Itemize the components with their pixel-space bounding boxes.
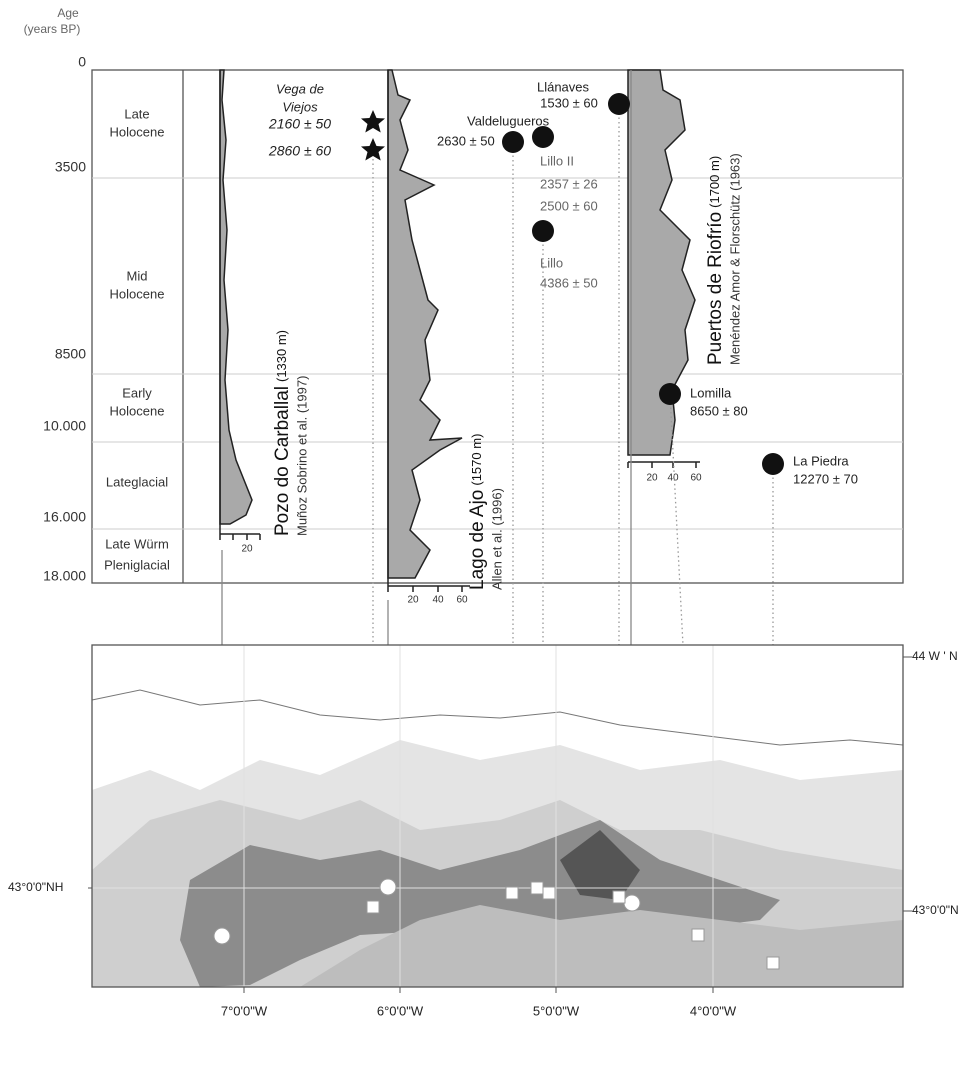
lat-label: 44 W ' N: [912, 649, 958, 663]
record-name: Lago de Ajo (1570 m): [467, 434, 488, 590]
scale-label: 60: [690, 473, 702, 484]
scale-bar: [219, 533, 261, 540]
site-dot: [532, 220, 554, 242]
scale-label: 40: [667, 473, 679, 484]
site-name: Lomilla: [690, 385, 732, 400]
lat-label: 43°0'0"N: [912, 903, 959, 917]
graticule: [92, 645, 903, 987]
period: Holocene: [110, 403, 165, 418]
map: 44 W ' N 43°0'0"NH 43°0'0"N 7°0'0"W 6°0'…: [8, 644, 959, 1018]
site-date: 2860 ± 60: [268, 143, 331, 159]
site-dot: [659, 383, 681, 405]
periods: Late Holocene Mid Holocene Early Holocen…: [104, 106, 170, 572]
scale-label: 20: [646, 473, 658, 484]
period: Mid: [127, 268, 148, 283]
site-dot: [608, 93, 630, 115]
map-sites: [366, 881, 780, 970]
site-date: 8650 ± 80: [690, 403, 748, 418]
site-name: La Piedra: [793, 453, 849, 468]
record-name: Pozo do Carballal (1330 m): [272, 330, 293, 536]
lon-label: 5°0'0"W: [533, 1003, 580, 1018]
site-name: Viejos: [282, 99, 318, 114]
lat-label: 43°0'0"NH: [8, 880, 63, 894]
record-author: Menéndez Amor & Florschütz (1963): [727, 153, 742, 365]
site-name: Lillo: [540, 255, 563, 270]
period: Pleniglacial: [104, 557, 170, 572]
map-site: [213, 927, 231, 945]
site-date: 1530 ± 60: [540, 95, 598, 110]
site-name: Lillo II: [540, 153, 574, 168]
age-ticks: 0 3500 8500 10.000 16.000 18.000: [43, 54, 86, 584]
scale-label: 20: [241, 544, 253, 555]
map-site: [505, 886, 519, 900]
scale-label: 20: [407, 595, 419, 606]
age-title: (years BP): [24, 22, 81, 36]
panel-frame: [91, 69, 904, 584]
site-dot: [502, 131, 524, 153]
map-site: [542, 886, 556, 900]
site-date: 12270 ± 70: [793, 471, 858, 486]
map-site: [379, 878, 397, 896]
record-title: Lago de Ajo: [467, 490, 488, 590]
record-elevation: (1570 m): [469, 434, 484, 486]
map-site: [691, 928, 705, 942]
age-tick: 0: [78, 54, 86, 70]
site-date: 2357 ± 26: [540, 176, 598, 191]
relief: [560, 830, 640, 900]
map-frame: [91, 644, 904, 988]
lat-ticks: [88, 656, 912, 912]
pollen-curve: [627, 69, 696, 456]
map-site: [766, 956, 780, 970]
map-site: [366, 900, 380, 914]
age-tick: 16.000: [43, 509, 86, 525]
lon-label: 4°0'0"W: [690, 1003, 737, 1018]
pollen-curve: [219, 69, 253, 525]
record-elevation: (1330 m): [274, 330, 289, 382]
record-title: Pozo do Carballal: [272, 386, 293, 536]
lon-label: 7°0'0"W: [221, 1003, 268, 1018]
site-name: Vega de: [276, 81, 324, 96]
relief: [300, 905, 903, 987]
star: [361, 138, 385, 161]
period: Early: [122, 385, 152, 400]
site-name: Llánaves: [537, 79, 590, 94]
age-tick: 18.000: [43, 568, 86, 584]
age-title: Age: [57, 6, 79, 20]
record-elevation: (1700 m): [707, 156, 722, 208]
period: Late Würm: [105, 536, 169, 551]
scale-label: 60: [456, 595, 468, 606]
period: Lateglacial: [106, 474, 168, 489]
map-site: [612, 890, 626, 904]
pollen-curve: [387, 69, 463, 579]
lon-ticks: [243, 987, 714, 993]
period: Late: [124, 106, 149, 121]
record-author: Allen et al. (1996): [489, 488, 504, 590]
scale-bar: [627, 461, 700, 468]
record-author: Muñoz Sobrino et al. (1997): [294, 376, 309, 536]
site-name: Valdelugueros: [467, 113, 550, 128]
star: [361, 110, 385, 133]
age-tick: 3500: [55, 159, 86, 175]
map-site: [623, 894, 641, 912]
age-tick: 10.000: [43, 418, 86, 434]
site-date: 2630 ± 50: [437, 133, 495, 148]
site-date: 2500 ± 60: [540, 198, 598, 213]
map-site: [530, 881, 544, 895]
scale-label: 40: [432, 595, 444, 606]
scale-bar: [387, 585, 470, 592]
site-date: 2160 ± 50: [268, 116, 331, 132]
age-tick: 8500: [55, 346, 86, 362]
period: Holocene: [110, 124, 165, 139]
record-title: Puertos de Riofrío: [705, 212, 726, 365]
record-name: Puertos de Riofrío (1700 m): [705, 156, 726, 365]
lon-label: 6°0'0"W: [377, 1003, 424, 1018]
site-date: 4386 ± 50: [540, 275, 598, 290]
site-dot: [762, 453, 784, 475]
coastline: [91, 689, 904, 746]
site-dot: [532, 126, 554, 148]
period: Holocene: [110, 286, 165, 301]
